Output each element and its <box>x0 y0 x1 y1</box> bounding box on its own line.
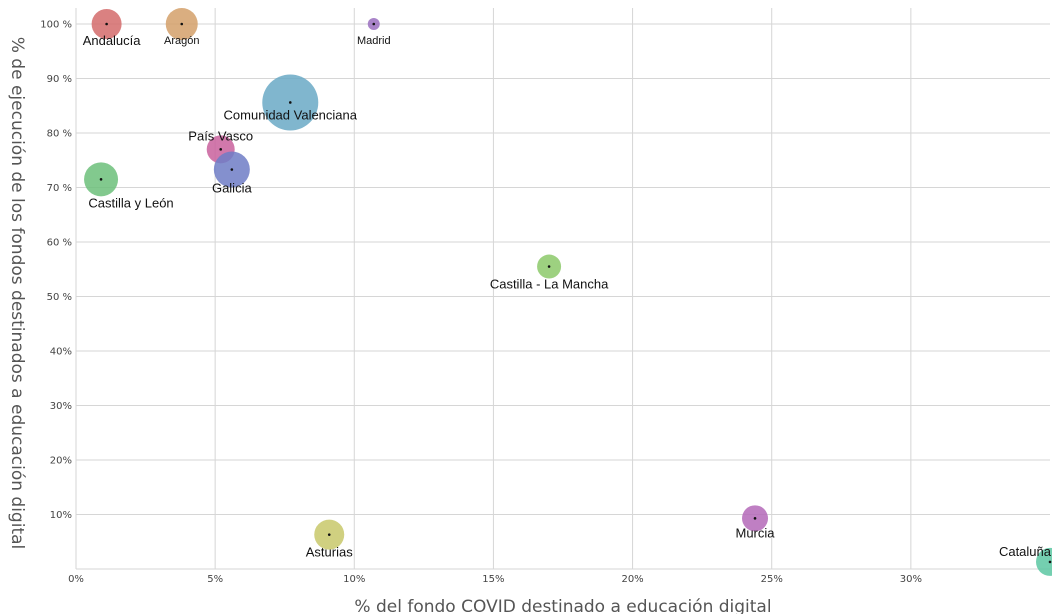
point-label-cataluna: Cataluña <box>999 544 1052 559</box>
bubble-center-dot <box>288 101 292 104</box>
y-tick-label: 10% <box>50 510 72 521</box>
x-tick-label: 10% <box>343 574 365 585</box>
y-tick-label: 90 % <box>47 74 72 85</box>
bubble-layer <box>84 8 1052 576</box>
y-tick-label: 20% <box>50 456 72 467</box>
bubble-center-dot <box>105 22 108 26</box>
x-tick-label: 30% <box>900 574 922 585</box>
y-tick-label: 80 % <box>47 129 72 140</box>
x-tick-label: 15% <box>482 574 504 585</box>
point-label-pais-vasco: País Vasco <box>188 128 253 143</box>
y-tick-label: 40% <box>50 347 72 358</box>
bubble-center-dot <box>327 533 331 536</box>
bubble-center-dot <box>753 517 757 520</box>
bubble-center-dot <box>230 168 234 171</box>
y-tick-label: 50 % <box>47 292 72 303</box>
point-label-andalucia: Andalucía <box>83 33 142 48</box>
y-tick-label: 30% <box>50 401 72 412</box>
x-axis-title: % del fondo COVID destinado a educación … <box>354 597 771 614</box>
label-layer: Andalucía Aragón Madrid Comunidad Valencian… <box>83 33 1052 560</box>
bubble-center-dot <box>99 178 103 181</box>
y-tick-label: 100 % <box>40 20 72 31</box>
x-tick-label: 0% <box>68 574 84 585</box>
y-tick-label: 60 % <box>47 238 72 249</box>
x-tick-label: 20% <box>621 574 643 585</box>
point-label-galicia: Galicia <box>212 181 253 196</box>
point-label-aragon: Aragón <box>164 35 199 47</box>
tick-layer: 0% 5% 10% 15% 20% 25% 30% 10% 20% 30% 40% 50 % 60 % 7… <box>40 20 922 586</box>
point-label-madrid: Madrid <box>357 35 391 47</box>
point-label-murcia: Murcia <box>736 525 776 540</box>
point-label-comunidad-valenciana: Comunidad Valenciana <box>224 107 358 122</box>
x-tick-label: 5% <box>207 574 223 585</box>
bubble-center-dot <box>219 148 223 151</box>
point-label-castilla-y-leon: Castilla y León <box>88 195 173 210</box>
grid-layer <box>75 8 1050 570</box>
point-label-castilla-la-mancha: Castilla - La Mancha <box>490 277 609 292</box>
bubble-center-dot <box>180 22 184 26</box>
bubble-center-dot <box>372 22 376 26</box>
y-tick-label: 70 % <box>47 183 72 194</box>
y-axis-title: % de ejecución de los fondos destinados … <box>7 37 27 550</box>
point-label-asturias: Asturias <box>306 545 353 560</box>
x-tick-label: 25% <box>761 574 783 585</box>
bubble-center-dot <box>1048 560 1052 564</box>
bubble-cataluna[interactable] <box>1036 547 1052 576</box>
bubble-center-dot <box>547 265 551 268</box>
